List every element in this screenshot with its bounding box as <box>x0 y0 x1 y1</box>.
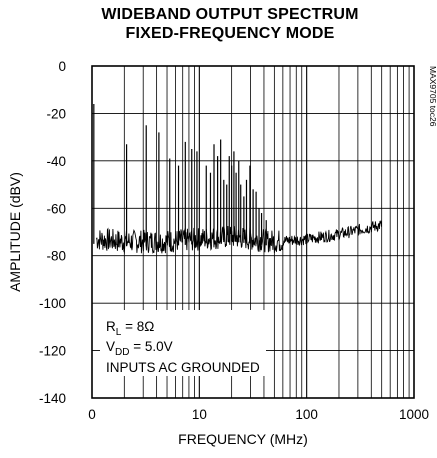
y-tick-label: -60 <box>46 201 66 216</box>
y-tick-label: 0 <box>58 59 66 74</box>
y-axis-tick-labels: 0 -20 -40 -60 -80 -100 -120 -140 <box>39 59 66 406</box>
y-tick-label: -20 <box>46 106 66 121</box>
chart-title-line-1: WIDEBAND OUTPUT SPECTRUM <box>101 6 359 23</box>
x-tick-label: 1000 <box>399 407 429 422</box>
y-tick-label: -120 <box>39 344 66 359</box>
y-tick-label: -140 <box>39 391 66 406</box>
x-tick-label: 100 <box>295 407 318 422</box>
y-tick-label: -100 <box>39 296 66 311</box>
annotation-inputs: INPUTS AC GROUNDED <box>106 360 260 375</box>
annotation-box <box>100 310 266 376</box>
plot-frame <box>91 65 415 399</box>
y-axis-label: AMPLITUDE (dBV) <box>7 172 23 292</box>
x-axis-label: FREQUENCY (MHz) <box>178 431 308 447</box>
annotation-vdd: VDD = 5.0V <box>106 339 173 358</box>
x-axis-tick-labels: 0 10 100 1000 <box>88 407 429 422</box>
side-label: MAX9705 toc26 <box>428 66 437 127</box>
y-tick-label: -40 <box>46 154 66 169</box>
x-tick-label: 10 <box>192 407 207 422</box>
chart-title-line-2: FIXED-FREQUENCY MODE <box>125 25 335 42</box>
spectrum-trace <box>93 103 382 255</box>
x-tick-label: 0 <box>88 407 96 422</box>
y-tick-label: -80 <box>46 249 66 264</box>
annotation-rl: RL = 8Ω <box>106 319 154 338</box>
